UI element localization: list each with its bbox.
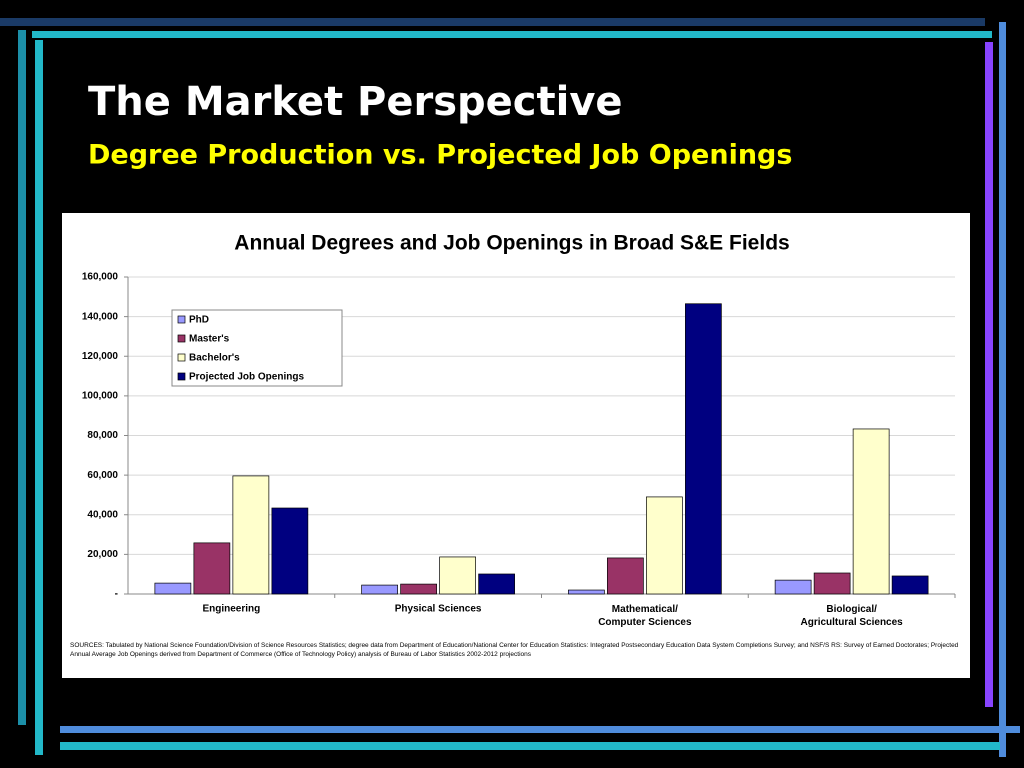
legend-label: PhD [189, 315, 209, 326]
slide-title: The Market Perspective [88, 79, 623, 125]
y-tick-label: 120,000 [82, 351, 119, 362]
x-tick-label: Mathematical/Computer Sciences [598, 604, 692, 628]
legend-swatch [177, 353, 186, 362]
bar [607, 557, 644, 595]
legend-swatch [177, 372, 186, 381]
chart-title: Annual Degrees and Job Openings in Broad… [234, 232, 789, 255]
y-tick-label: 40,000 [87, 509, 118, 520]
decor [18, 30, 26, 725]
bar [400, 583, 437, 595]
decor [60, 726, 1020, 733]
x-tick-label: Biological/Agricultural Sciences [800, 604, 903, 628]
bar [774, 579, 812, 595]
y-tick-label: 100,000 [82, 391, 119, 402]
decor [60, 742, 1000, 750]
decor [35, 40, 43, 755]
bar [361, 584, 398, 595]
legend-label: Projected Job Openings [189, 372, 304, 383]
y-tick-label: 60,000 [87, 470, 118, 481]
bar [813, 572, 851, 595]
legend-label: Master's [189, 334, 230, 345]
bar [852, 428, 890, 595]
y-tick-label: 80,000 [87, 430, 118, 441]
y-tick-label: 20,000 [87, 549, 118, 560]
bar [232, 475, 270, 595]
bar [646, 496, 683, 595]
legend-label: Bachelor's [189, 353, 240, 364]
bar [154, 582, 192, 595]
bar [568, 589, 605, 595]
bar [478, 573, 515, 595]
x-tick-label: Physical Sciences [395, 604, 482, 615]
bar [891, 575, 929, 595]
bar [193, 542, 231, 595]
legend-swatch [177, 315, 186, 324]
y-tick-label: 160,000 [82, 272, 119, 283]
chart-panel [62, 213, 970, 678]
bar [439, 556, 476, 595]
legend-swatch [177, 334, 186, 343]
x-tick-label: Engineering [202, 604, 260, 615]
slide-subtitle: Degree Production vs. Projected Job Open… [88, 140, 792, 171]
decor [999, 22, 1006, 757]
decor [32, 31, 992, 38]
y-tick-label: 140,000 [82, 311, 119, 322]
source-note: SOURCES: Tabulated by National Science F… [70, 642, 959, 658]
bar [271, 507, 309, 595]
decor [0, 18, 985, 26]
decor [985, 42, 993, 707]
legend-box [171, 309, 343, 387]
y-tick-label: - [115, 589, 118, 600]
bar [685, 303, 722, 595]
